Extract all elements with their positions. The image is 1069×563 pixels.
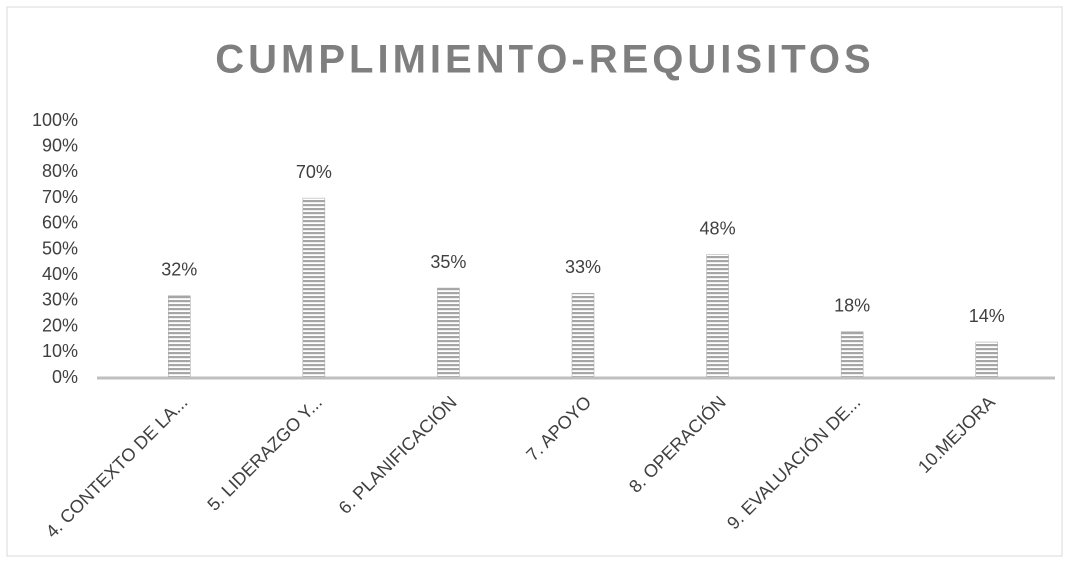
y-tick-label: 0% bbox=[52, 367, 78, 387]
y-tick-label: 30% bbox=[42, 290, 78, 310]
value-label: 14% bbox=[969, 306, 1005, 326]
y-tick-label: 50% bbox=[42, 238, 78, 258]
bar bbox=[706, 254, 729, 379]
y-tick-label: 90% bbox=[42, 135, 78, 155]
chart-border bbox=[6, 6, 1063, 557]
y-tick-label: 70% bbox=[42, 187, 78, 207]
value-label: 33% bbox=[565, 257, 601, 277]
y-tick-label: 60% bbox=[42, 213, 78, 233]
value-label: 18% bbox=[834, 295, 870, 315]
value-label: 32% bbox=[161, 260, 197, 280]
bar bbox=[571, 292, 595, 379]
bar bbox=[302, 197, 326, 379]
y-tick-label: 10% bbox=[42, 341, 78, 361]
bar bbox=[975, 341, 998, 379]
value-label: 35% bbox=[430, 252, 466, 272]
bar bbox=[437, 287, 460, 379]
bar bbox=[840, 331, 864, 379]
value-label: 48% bbox=[700, 218, 736, 238]
y-tick-label: 20% bbox=[42, 315, 78, 335]
value-label: 70% bbox=[296, 162, 332, 182]
y-tick-label: 80% bbox=[42, 161, 78, 181]
y-tick-label: 40% bbox=[42, 264, 78, 284]
bar bbox=[168, 295, 191, 379]
y-tick-label: 100% bbox=[32, 110, 78, 130]
chart-title: CUMPLIMIENTO-REQUISITOS bbox=[215, 38, 874, 82]
